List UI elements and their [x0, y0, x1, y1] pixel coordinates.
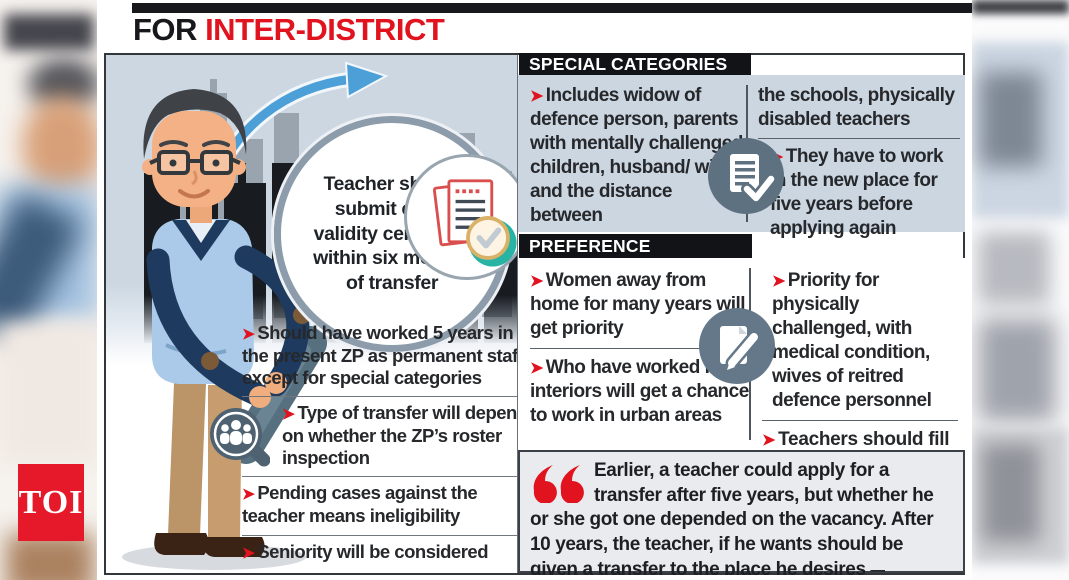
blur-blob [978, 318, 1056, 422]
preference-left-item: Women away from home for many years will… [530, 269, 750, 349]
blur-blob [982, 444, 1040, 542]
list-item: Should have worked 5 years in the presen… [242, 317, 517, 398]
preference-left-item: Who have worked in interiors will get a … [530, 356, 750, 428]
list-item: Type of transfer will depend on whether … [242, 397, 517, 478]
list-item: Pending cases against the teacher means … [242, 477, 517, 536]
blur-blob [972, 0, 1069, 14]
page-title: FOR INTER-DISTRICT [133, 12, 445, 48]
special-categories-right-item: They have to work in the new place for f… [758, 139, 960, 241]
toi-logo: TOI [18, 464, 84, 541]
blurred-right-strip [972, 0, 1069, 580]
blurred-left-strip [0, 0, 97, 580]
preference-right-item: Priority for physically challenged, with… [762, 269, 958, 421]
certificate-badge [404, 154, 517, 280]
quote-panel: Earlier, a teacher could apply for a tra… [518, 450, 965, 575]
blur-blob [978, 232, 1050, 304]
blur-blob [980, 72, 1042, 167]
infographic-panel: Teacher should submit caste validity cer… [104, 53, 965, 575]
left-rules-list: Should have worked 5 years in the presen… [242, 317, 517, 571]
certificate-icon [432, 179, 517, 267]
document-check-icon [707, 137, 785, 220]
special-categories-header: SPECIAL CATEGORIES [519, 53, 751, 75]
quote-body: Earlier, a teacher could apply for a tra… [530, 460, 934, 575]
blur-blob [4, 14, 94, 50]
special-categories-continuation: the schools, physically disabled teacher… [758, 84, 960, 139]
headline-rule [132, 3, 972, 13]
blur-blob [22, 96, 97, 196]
quote-text: Earlier, a teacher could apply for a tra… [530, 459, 951, 575]
special-categories-section: Includes widow of defence person, parent… [518, 75, 965, 239]
illustration-zone: Teacher should submit caste validity cer… [106, 55, 518, 573]
preference-header: PREFERENCE [519, 234, 752, 258]
pencil-document-icon [698, 307, 776, 390]
special-categories-left-item: Includes widow of defence person, parent… [530, 84, 746, 228]
title-space [197, 12, 205, 47]
preference-section: Women away from home for many years will… [518, 258, 965, 474]
quote-icon [533, 465, 584, 503]
blur-blob [0, 322, 97, 462]
quote-attribution: — EDUCATION OFFICER [870, 562, 886, 575]
list-item: Seniority will be considered [242, 536, 517, 571]
page-title-black: FOR [133, 12, 197, 47]
page-title-red: INTER-DISTRICT [205, 12, 445, 47]
people-search-icon [208, 406, 270, 468]
